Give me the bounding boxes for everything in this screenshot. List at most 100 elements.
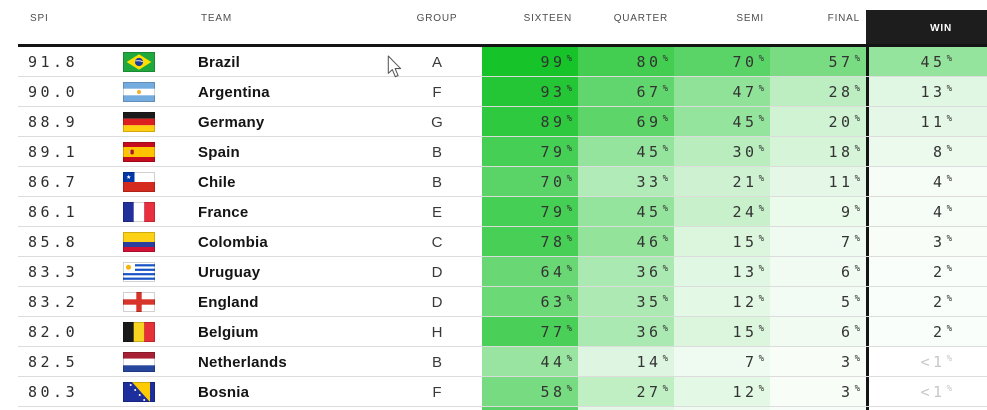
cell-sixteen: 58% [482, 377, 578, 407]
cell-win: 4% [866, 197, 987, 227]
cell-quarter: 14% [578, 347, 674, 377]
spi-value: 83.3 [28, 263, 79, 281]
cell-final: 6% [770, 257, 866, 287]
cell-final: 3% [770, 377, 866, 407]
table-row: 86.1 France E 79% 45% 24% 9% 4% [0, 197, 987, 227]
cell-semi: 45% [674, 107, 770, 137]
flag-cell [123, 47, 156, 77]
spi-value: 88.9 [28, 113, 79, 131]
cell-win: 3% [866, 227, 987, 257]
cell-sixteen: 64% [482, 257, 578, 287]
argentina-flag-icon [123, 82, 155, 102]
cell-sixteen: 79% [482, 197, 578, 227]
column-header-sixteen: SIXTEEN [523, 13, 572, 24]
cell-win: 8% [866, 137, 987, 167]
cell-semi: 47% [674, 77, 770, 107]
chile-flag-icon [123, 172, 155, 192]
cell-final: 28% [770, 77, 866, 107]
cell-sixteen: 44% [482, 347, 578, 377]
spi-value: 91.8 [28, 53, 79, 71]
flag-cell [123, 107, 156, 137]
cell-win: <1% [866, 347, 987, 377]
flag-cell [123, 197, 156, 227]
flag-cell [123, 377, 156, 407]
team-name: Bosnia [198, 383, 250, 401]
cell-quarter: 45% [578, 197, 674, 227]
cell-quarter: 80% [578, 47, 674, 77]
table-row: 83.2 England D 63% 35% 12% 5% 2% [0, 287, 987, 317]
group-value: F [432, 383, 442, 401]
cell-final: 57% [770, 47, 866, 77]
group-value: D [431, 263, 443, 281]
team-name: England [198, 293, 259, 311]
cell-win [866, 407, 987, 410]
table-row: 82.5 Netherlands B 44% 14% 7% 3% <1% [0, 347, 987, 377]
cell-quarter: 67% [578, 77, 674, 107]
england-flag-icon [123, 292, 155, 312]
team-name: Belgium [198, 323, 259, 341]
flag-cell [123, 287, 156, 317]
table-body: 91.8 Brazil A 99% 80% 70% 57% 45% 90.0 Argentina F… [0, 47, 987, 410]
spi-value: 80.3 [28, 383, 79, 401]
cell-sixteen: 63% [482, 287, 578, 317]
cell-semi: 15% [674, 317, 770, 347]
cell-semi [674, 407, 770, 410]
flag-cell [123, 227, 156, 257]
cell-semi: 7% [674, 347, 770, 377]
cell-semi: 15% [674, 227, 770, 257]
cell-quarter: 36% [578, 317, 674, 347]
cell-final: 9% [770, 197, 866, 227]
column-header-semi: SEMI [736, 13, 764, 24]
spi-value: 85.8 [28, 233, 79, 251]
cell-final: 7% [770, 227, 866, 257]
column-header-win: WIN [866, 10, 987, 47]
cell-final [770, 407, 866, 410]
cell-quarter: 69% [578, 107, 674, 137]
cell-quarter [578, 407, 674, 410]
cell-sixteen: 89% [482, 107, 578, 137]
team-name: France [198, 203, 249, 221]
cell-win: 45% [866, 47, 987, 77]
cell-semi: 70% [674, 47, 770, 77]
table-row: 82.0 Belgium H 77% 36% 15% 6% 2% [0, 317, 987, 347]
cell-sixteen: 78% [482, 227, 578, 257]
cell-win: 2% [866, 287, 987, 317]
france-flag-icon [123, 202, 155, 222]
cell-final: 11% [770, 167, 866, 197]
team-name: Germany [198, 113, 265, 131]
table-row: 80.3 Bosnia F 58% 27% 12% 3% <1% [0, 377, 987, 407]
group-value: H [431, 323, 443, 341]
cell-semi: 12% [674, 377, 770, 407]
column-header-flag [123, 0, 156, 47]
spi-value: 82.0 [28, 323, 79, 341]
table-row: 83.3 Uruguay D 64% 36% 13% 6% 2% [0, 257, 987, 287]
spi-value: 89.1 [28, 143, 79, 161]
cell-quarter: 33% [578, 167, 674, 197]
cell-quarter: 45% [578, 137, 674, 167]
team-name: Uruguay [198, 263, 261, 281]
cell-quarter: 27% [578, 377, 674, 407]
team-name: Chile [198, 173, 236, 191]
group-value: B [431, 143, 442, 161]
cell-sixteen [482, 407, 578, 410]
cell-sixteen: 77% [482, 317, 578, 347]
germany-flag-icon [123, 112, 155, 132]
cell-sixteen: 79% [482, 137, 578, 167]
column-header-spi: SPI [30, 13, 49, 24]
table-row: 90.0 Argentina F 93% 67% 47% 28% 13% [0, 77, 987, 107]
team-name: Colombia [198, 233, 268, 251]
cell-semi: 30% [674, 137, 770, 167]
cell-semi: 13% [674, 257, 770, 287]
brazil-flag-icon [123, 52, 155, 72]
bosnia-flag-icon [123, 382, 155, 402]
group-value: B [431, 173, 442, 191]
cell-quarter: 46% [578, 227, 674, 257]
flag-cell [123, 317, 156, 347]
colombia-flag-icon [123, 232, 155, 252]
spain-flag-icon [123, 142, 155, 162]
group-value: E [431, 203, 442, 221]
cell-final: 18% [770, 137, 866, 167]
flag-cell [123, 137, 156, 167]
column-header-quarter: QUARTER [613, 13, 668, 24]
